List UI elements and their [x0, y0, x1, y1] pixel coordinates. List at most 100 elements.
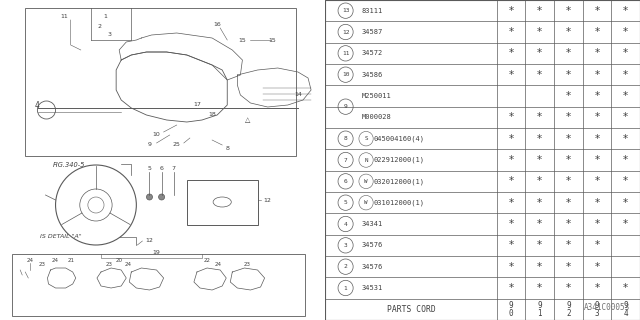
- Text: *: *: [623, 283, 628, 293]
- Text: 24: 24: [125, 262, 132, 268]
- Circle shape: [147, 194, 152, 200]
- Text: *: *: [566, 155, 571, 165]
- Text: 9: 9: [344, 104, 348, 109]
- Text: 9
3: 9 3: [595, 301, 599, 318]
- Text: PARTS CORD: PARTS CORD: [387, 305, 435, 314]
- Text: *: *: [566, 112, 571, 122]
- Text: *: *: [623, 176, 628, 186]
- Text: 12: 12: [342, 29, 349, 35]
- Text: 5: 5: [344, 200, 348, 205]
- Text: *: *: [509, 27, 514, 37]
- Text: 16: 16: [213, 21, 221, 27]
- Text: 9
1: 9 1: [538, 301, 542, 318]
- Text: 5: 5: [148, 165, 152, 171]
- Text: *: *: [623, 70, 628, 80]
- Text: 22: 22: [204, 258, 211, 262]
- Text: *: *: [537, 112, 542, 122]
- Text: *: *: [566, 48, 571, 58]
- Text: *: *: [509, 134, 514, 144]
- Text: W: W: [364, 179, 368, 184]
- Text: A341C00053: A341C00053: [584, 303, 630, 312]
- Text: *: *: [537, 176, 542, 186]
- Text: 18: 18: [208, 113, 216, 117]
- Text: *: *: [623, 134, 628, 144]
- Text: *: *: [566, 6, 571, 16]
- Text: S: S: [364, 136, 368, 141]
- Text: 8: 8: [225, 146, 229, 150]
- Text: *: *: [537, 6, 542, 16]
- Text: *: *: [595, 70, 600, 80]
- Text: 23: 23: [39, 262, 46, 268]
- Text: *: *: [595, 240, 600, 250]
- Text: *: *: [509, 198, 514, 208]
- Text: 9
4: 9 4: [623, 301, 628, 318]
- Text: *: *: [537, 283, 542, 293]
- Text: *: *: [509, 70, 514, 80]
- Text: 83111: 83111: [362, 8, 383, 14]
- Text: 1: 1: [344, 285, 348, 291]
- Text: 12: 12: [264, 197, 271, 203]
- Bar: [12, 254, 305, 316]
- Text: 24: 24: [27, 258, 34, 262]
- Text: *: *: [537, 70, 542, 80]
- Text: 15: 15: [269, 37, 276, 43]
- Text: *: *: [566, 176, 571, 186]
- Text: *: *: [595, 155, 600, 165]
- Text: FIG.340-5: FIG.340-5: [52, 162, 85, 168]
- Text: △: △: [244, 117, 250, 123]
- Text: 8: 8: [344, 136, 348, 141]
- Bar: [25, 8, 296, 156]
- Text: *: *: [509, 219, 514, 229]
- Text: 34341: 34341: [362, 221, 383, 227]
- Text: *: *: [509, 240, 514, 250]
- Text: 23: 23: [106, 262, 113, 268]
- Text: *: *: [566, 198, 571, 208]
- Text: 3: 3: [107, 31, 111, 36]
- Text: *: *: [595, 112, 600, 122]
- Text: 25: 25: [173, 142, 180, 148]
- Text: 6: 6: [344, 179, 348, 184]
- Text: *: *: [623, 198, 628, 208]
- Text: *: *: [509, 112, 514, 122]
- Text: *: *: [623, 112, 628, 122]
- Text: *: *: [537, 198, 542, 208]
- Text: 23: 23: [244, 262, 251, 268]
- Text: 7: 7: [344, 157, 348, 163]
- Text: *: *: [537, 262, 542, 272]
- Text: 19: 19: [152, 250, 161, 254]
- Text: *: *: [509, 176, 514, 186]
- Text: *: *: [595, 48, 600, 58]
- Text: *: *: [595, 6, 600, 16]
- Text: 24: 24: [52, 258, 59, 262]
- Text: *: *: [595, 27, 600, 37]
- Text: *: *: [537, 219, 542, 229]
- Text: *: *: [509, 6, 514, 16]
- Text: 2: 2: [98, 23, 102, 28]
- Text: *: *: [537, 155, 542, 165]
- Text: *: *: [623, 27, 628, 37]
- Text: *: *: [566, 91, 571, 101]
- Text: 6: 6: [159, 165, 164, 171]
- Text: 1: 1: [103, 14, 107, 20]
- Text: 10: 10: [153, 132, 161, 138]
- Text: 022912000(1): 022912000(1): [374, 157, 425, 163]
- Text: *: *: [537, 27, 542, 37]
- Text: *: *: [509, 262, 514, 272]
- Text: 20: 20: [116, 258, 123, 262]
- Text: 17: 17: [193, 102, 201, 108]
- Circle shape: [159, 194, 164, 200]
- Text: *: *: [537, 134, 542, 144]
- Text: 4: 4: [344, 221, 348, 227]
- Text: 4: 4: [35, 100, 40, 109]
- Text: *: *: [566, 262, 571, 272]
- Text: 24: 24: [214, 262, 221, 268]
- Text: 21: 21: [67, 258, 74, 262]
- Text: 15: 15: [239, 37, 246, 43]
- Text: *: *: [537, 48, 542, 58]
- Text: 34576: 34576: [362, 242, 383, 248]
- Text: *: *: [595, 134, 600, 144]
- Text: 9: 9: [147, 142, 152, 148]
- Text: 7: 7: [172, 165, 176, 171]
- Text: *: *: [509, 48, 514, 58]
- Text: *: *: [623, 155, 628, 165]
